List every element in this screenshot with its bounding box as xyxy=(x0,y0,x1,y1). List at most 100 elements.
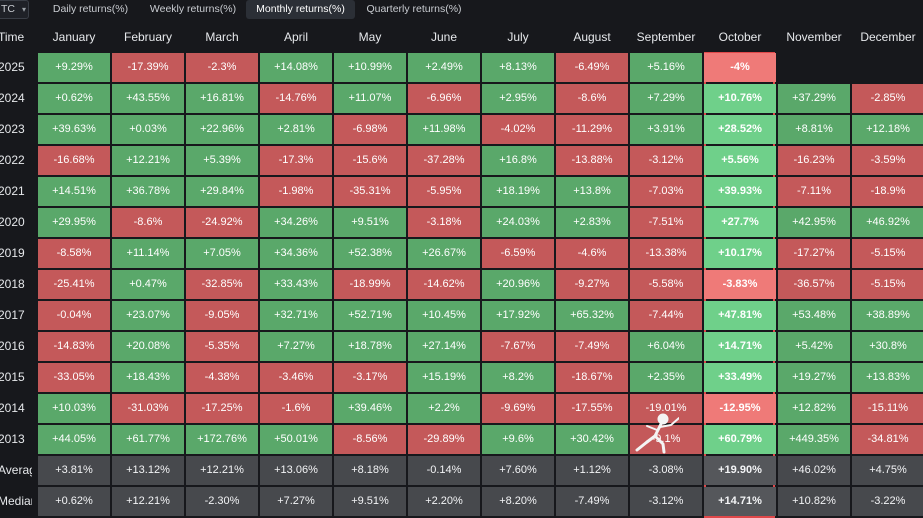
return-cell-median-march: -2.30% xyxy=(186,487,258,516)
return-cell-2025-march: -2.3% xyxy=(186,53,258,82)
return-cell-2014-march: -17.25% xyxy=(186,394,258,423)
return-cell-2024-august: -8.6% xyxy=(556,84,628,113)
return-cell-2024-september: +7.29% xyxy=(630,84,702,113)
column-header-january: January xyxy=(52,30,96,44)
return-cell-2020-november: +42.95% xyxy=(778,208,850,237)
return-cell-2014-september: -19.01% xyxy=(630,394,702,423)
return-cell-2018-august: -9.27% xyxy=(556,270,628,299)
tab-monthly-returns[interactable]: Monthly returns(%) xyxy=(246,0,355,19)
return-cell-median-november: +10.82% xyxy=(778,487,850,516)
asset-selector-label: TC xyxy=(1,3,15,15)
return-cell-2014-february: -31.03% xyxy=(112,394,184,423)
return-cell-2020-march: -24.92% xyxy=(186,208,258,237)
tab-quarterly-returns[interactable]: Quarterly returns(%) xyxy=(366,3,462,15)
return-cell-median-august: -7.49% xyxy=(556,487,628,516)
return-cell-2015-september: +2.35% xyxy=(630,363,702,392)
return-cell-2019-july: -6.59% xyxy=(482,239,554,268)
return-cell-2018-february: +0.47% xyxy=(112,270,184,299)
return-cell-2020-january: +29.95% xyxy=(38,208,110,237)
return-cell-2016-march: -5.35% xyxy=(186,332,258,361)
return-cell-2016-may: +18.78% xyxy=(334,332,406,361)
return-cell-2018-december: -5.15% xyxy=(852,270,923,299)
tab-weekly-returns[interactable]: Weekly returns(%) xyxy=(149,3,237,15)
return-cell-2020-august: +2.83% xyxy=(556,208,628,237)
return-cell-median-july: +8.20% xyxy=(482,487,554,516)
return-cell-2017-november: +53.48% xyxy=(778,301,850,330)
return-cell-2017-january: -0.04% xyxy=(38,301,110,330)
row-label-2024: 2024 xyxy=(0,91,25,105)
return-cell-2023-march: +22.96% xyxy=(186,115,258,144)
return-cell-2025-may: +10.99% xyxy=(334,53,406,82)
return-cell-2025-june: +2.49% xyxy=(408,53,480,82)
return-cell-2020-september: -7.51% xyxy=(630,208,702,237)
return-cell-2013-october: +60.79% xyxy=(704,425,776,454)
return-cell-2024-november: +37.29% xyxy=(778,84,850,113)
return-cell-2017-october: +47.81% xyxy=(704,301,776,330)
return-cell-2022-december: -3.59% xyxy=(852,146,923,175)
return-cell-2019-february: +11.14% xyxy=(112,239,184,268)
asset-selector[interactable]: TC ▾ xyxy=(0,0,29,19)
return-cell-2023-july: -4.02% xyxy=(482,115,554,144)
return-cell-2019-march: +7.05% xyxy=(186,239,258,268)
return-cell-2013-april: +50.01% xyxy=(260,425,332,454)
return-cell-2013-july: +9.6% xyxy=(482,425,554,454)
return-cell-average-july: +7.60% xyxy=(482,456,554,485)
return-cell-2025-february: -17.39% xyxy=(112,53,184,82)
return-cell-2017-february: +23.07% xyxy=(112,301,184,330)
return-cell-2025-september: +5.16% xyxy=(630,53,702,82)
return-cell-2017-august: +65.32% xyxy=(556,301,628,330)
return-cell-2024-june: -6.96% xyxy=(408,84,480,113)
return-cell-median-october: +14.71% xyxy=(704,487,776,516)
return-cell-2021-november: -7.11% xyxy=(778,177,850,206)
return-cell-2023-june: +11.98% xyxy=(408,115,480,144)
row-label-2023: 2023 xyxy=(0,122,25,136)
return-cell-2021-october: +39.93% xyxy=(704,177,776,206)
return-cell-2013-may: -8.56% xyxy=(334,425,406,454)
return-cell-average-september: -3.08% xyxy=(630,456,702,485)
return-cell-2018-april: +33.43% xyxy=(260,270,332,299)
row-label-2022: 2022 xyxy=(0,153,25,167)
return-cell-2021-august: +13.8% xyxy=(556,177,628,206)
return-cell-2016-january: -14.83% xyxy=(38,332,110,361)
monthly-returns-table: Time January February March April May June Jul… xyxy=(0,25,923,518)
return-cell-2022-september: -3.12% xyxy=(630,146,702,175)
return-cell-average-april: +13.06% xyxy=(260,456,332,485)
return-cell-2016-december: +30.8% xyxy=(852,332,923,361)
return-cell-2015-july: +8.2% xyxy=(482,363,554,392)
return-cell-2024-october: +10.76% xyxy=(704,84,776,113)
return-cell-2023-august: -11.29% xyxy=(556,115,628,144)
return-cell-2022-february: +12.21% xyxy=(112,146,184,175)
return-cell-2014-may: +39.46% xyxy=(334,394,406,423)
return-cell-2023-april: +2.81% xyxy=(260,115,332,144)
column-header-august: August xyxy=(573,30,611,44)
return-cell-median-september: -3.12% xyxy=(630,487,702,516)
chevron-down-icon: ▾ xyxy=(21,5,26,14)
return-cell-2020-may: +9.51% xyxy=(334,208,406,237)
row-label-2019: 2019 xyxy=(0,246,25,260)
return-cell-2015-february: +18.43% xyxy=(112,363,184,392)
return-cell-2014-july: -9.69% xyxy=(482,394,554,423)
return-cell-2020-april: +34.26% xyxy=(260,208,332,237)
return-cell-2022-may: -15.6% xyxy=(334,146,406,175)
return-cell-2024-may: +11.07% xyxy=(334,84,406,113)
return-cell-2017-december: +38.89% xyxy=(852,301,923,330)
column-header-march: March xyxy=(205,30,239,44)
return-cell-2022-august: -13.88% xyxy=(556,146,628,175)
return-cell-2021-february: +36.78% xyxy=(112,177,184,206)
return-cell-2019-december: -5.15% xyxy=(852,239,923,268)
return-cell-2023-january: +39.63% xyxy=(38,115,110,144)
return-cell-2018-january: -25.41% xyxy=(38,270,110,299)
return-cell-2023-may: -6.98% xyxy=(334,115,406,144)
return-cell-2024-july: +2.95% xyxy=(482,84,554,113)
return-cell-2016-june: +27.14% xyxy=(408,332,480,361)
return-cell-2014-october: -12.95% xyxy=(704,394,776,423)
return-cell-2021-march: +29.84% xyxy=(186,177,258,206)
return-cell-2023-february: +0.03% xyxy=(112,115,184,144)
return-cell-2023-september: +3.91% xyxy=(630,115,702,144)
tab-daily-returns[interactable]: Daily returns(%) xyxy=(52,3,129,15)
return-cell-2016-august: -7.49% xyxy=(556,332,628,361)
return-cell-2020-december: +46.92% xyxy=(852,208,923,237)
return-cell-2024-february: +43.55% xyxy=(112,84,184,113)
return-cell-average-january: +3.81% xyxy=(38,456,110,485)
return-cell-2022-june: -37.28% xyxy=(408,146,480,175)
